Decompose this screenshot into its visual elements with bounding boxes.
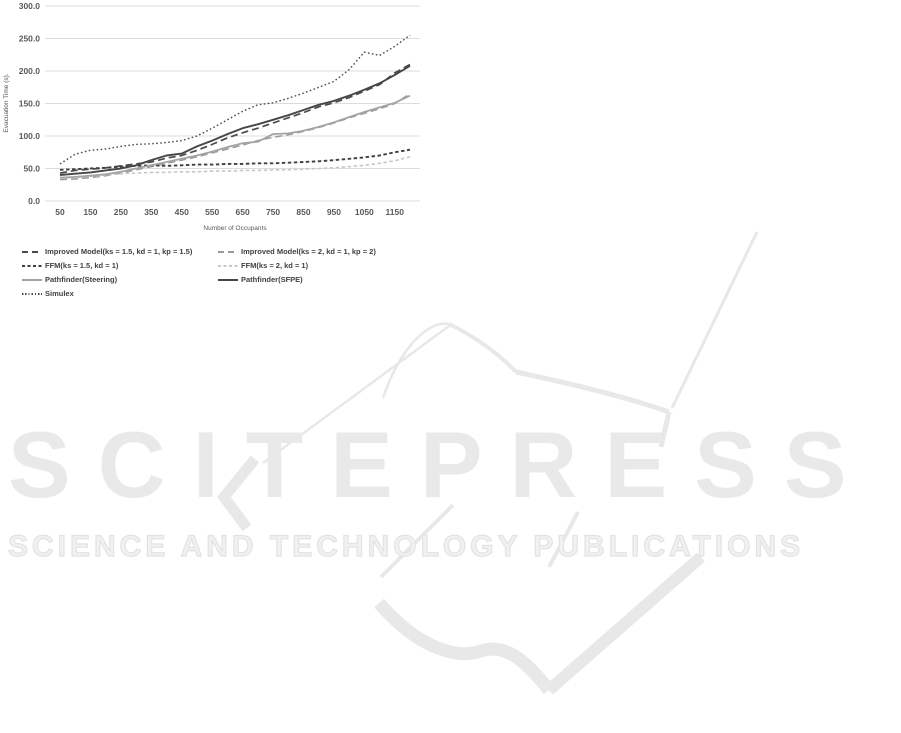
svg-text:550: 550 xyxy=(205,207,219,217)
legend-line-sample xyxy=(22,265,42,267)
legend-label: Improved Model(ks = 1.5, kd = 1, kp = 1.… xyxy=(45,247,193,256)
svg-text:250: 250 xyxy=(114,207,128,217)
legend-item: Pathfinder(SFPE) xyxy=(218,275,422,285)
svg-text:950: 950 xyxy=(327,207,341,217)
chart-canvas: 0.0 50.0 100.0 150.0 200.0 250.0 300.0 50 150 250… xyxy=(3,1,420,232)
evacuation-time-chart: 0.0 50.0 100.0 150.0 200.0 250.0 300.0 50 150 250… xyxy=(0,0,430,240)
svg-text:150.0: 150.0 xyxy=(19,99,41,109)
legend-item: FFM(ks = 1.5, kd = 1) xyxy=(22,261,218,271)
svg-text:100.0: 100.0 xyxy=(19,131,41,141)
svg-text:650: 650 xyxy=(236,207,250,217)
legend-line-sample xyxy=(218,279,238,281)
x-axis-tick-labels: 50 150 250 350 450 550 650 750 850 950 1050 1150 xyxy=(55,207,404,217)
y-axis-title: Evacuation Time (s). xyxy=(3,73,10,132)
svg-text:450: 450 xyxy=(175,207,189,217)
legend-item: Simulex xyxy=(22,289,218,299)
svg-text:0.0: 0.0 xyxy=(28,196,40,206)
y-axis-tick-labels: 0.0 50.0 100.0 150.0 200.0 250.0 300.0 xyxy=(19,1,41,206)
legend-label: Pathfinder(Steering) xyxy=(45,275,118,284)
legend-line-sample xyxy=(22,279,42,281)
legend-label: FFM(ks = 2, kd = 1) xyxy=(241,261,309,270)
legend-item: FFM(ks = 2, kd = 1) xyxy=(218,261,422,271)
chart-legend: Improved Model(ks = 1.5, kd = 1, kp = 1.… xyxy=(22,247,422,299)
x-axis-title: Number of Occupants xyxy=(203,225,267,232)
series-line-3 xyxy=(59,156,411,180)
legend-line-sample xyxy=(218,251,238,253)
svg-text:1150: 1150 xyxy=(386,207,405,217)
svg-text:150: 150 xyxy=(83,207,97,217)
legend-item: Improved Model(ks = 2, kd = 1, kp = 2) xyxy=(218,247,422,257)
series-line-6 xyxy=(59,34,411,165)
legend-item: Improved Model(ks = 1.5, kd = 1, kp = 1.… xyxy=(22,247,218,257)
svg-text:50.0: 50.0 xyxy=(23,164,40,174)
svg-text:50: 50 xyxy=(55,207,65,217)
svg-text:350: 350 xyxy=(144,207,158,217)
legend-line-sample xyxy=(22,251,42,253)
series-line-1 xyxy=(59,93,411,181)
legend-label: Pathfinder(SFPE) xyxy=(241,275,303,284)
watermark-brand-text: SCITEPRESS xyxy=(8,418,874,512)
legend-label: Improved Model(ks = 2, kd = 1, kp = 2) xyxy=(241,247,376,256)
series-line-0 xyxy=(59,63,411,174)
watermark-tagline-text: SCIENCE AND TECHNOLOGY PUBLICATIONS xyxy=(8,531,805,563)
legend-label: Simulex xyxy=(45,289,74,298)
svg-text:250.0: 250.0 xyxy=(19,34,41,44)
legend-line-sample xyxy=(22,293,42,295)
svg-text:200.0: 200.0 xyxy=(19,66,41,76)
svg-text:750: 750 xyxy=(266,207,280,217)
svg-text:1050: 1050 xyxy=(355,207,374,217)
series-line-5 xyxy=(59,64,411,176)
legend-label: FFM(ks = 1.5, kd = 1) xyxy=(45,261,119,270)
legend-item: Pathfinder(Steering) xyxy=(22,275,218,285)
series-line-2 xyxy=(59,148,411,171)
legend-line-sample xyxy=(218,265,238,267)
svg-text:300.0: 300.0 xyxy=(19,1,41,11)
series-line-4 xyxy=(59,94,411,179)
svg-text:850: 850 xyxy=(296,207,310,217)
